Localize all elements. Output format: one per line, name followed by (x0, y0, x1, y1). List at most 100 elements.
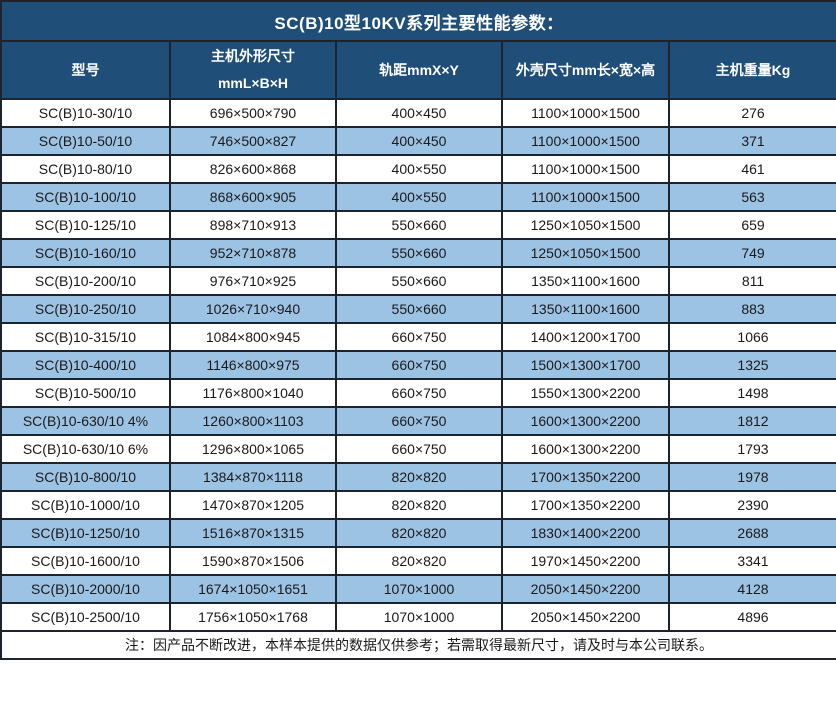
table-cell: 461 (668, 154, 836, 184)
table-cell: 826×600×868 (169, 154, 337, 184)
table-cell: 1084×800×945 (169, 322, 337, 352)
table-cell: 746×500×827 (169, 126, 337, 156)
table-cell: SC(B)10-630/10 4% (0, 406, 171, 436)
table-row: SC(B)10-1000/10 1470×870×1205 820×820 1700×… (0, 490, 836, 520)
table-cell: 4896 (668, 602, 836, 632)
table-cell: SC(B)10-125/10 (0, 210, 171, 240)
table-cell: 1498 (668, 378, 836, 408)
table-cell: SC(B)10-200/10 (0, 266, 171, 296)
table-cell: 371 (668, 126, 836, 156)
table-cell: 1350×1100×1600 (501, 266, 670, 296)
table-cell: 1400×1200×1700 (501, 322, 670, 352)
table-cell: 550×660 (335, 238, 503, 268)
table-cell: 820×820 (335, 490, 503, 520)
table-cell: 550×660 (335, 294, 503, 324)
header-row: 型号 主机外形尺寸 mmL×B×H 轨距mmX×Y 外壳尺寸mm长×宽×高 主机… (0, 40, 836, 100)
table-cell: 1070×1000 (335, 574, 503, 604)
table-row: SC(B)10-1250/10 1516×870×1315 820×820 1830×… (0, 518, 836, 548)
table-cell: 3341 (668, 546, 836, 576)
table-cell: 1830×1400×2200 (501, 518, 670, 548)
table-cell: 1100×1000×1500 (501, 126, 670, 156)
table-cell: 976×710×925 (169, 266, 337, 296)
table-cell: 820×820 (335, 546, 503, 576)
table-cell: 1600×1300×2200 (501, 406, 670, 436)
table-cell: 820×820 (335, 518, 503, 548)
table-cell: 1100×1000×1500 (501, 98, 670, 128)
table-cell: 660×750 (335, 406, 503, 436)
table-cell: 276 (668, 98, 836, 128)
table-cell: 660×750 (335, 378, 503, 408)
table-cell: 659 (668, 210, 836, 240)
table-cell: 400×450 (335, 98, 503, 128)
table-cell: 1176×800×1040 (169, 378, 337, 408)
table-cell: 1812 (668, 406, 836, 436)
table-cell: 1260×800×1103 (169, 406, 337, 436)
table-cell: 1100×1000×1500 (501, 182, 670, 212)
table-cell: 2688 (668, 518, 836, 548)
column-header-dimensions: 主机外形尺寸 mmL×B×H (169, 40, 337, 100)
table-cell: 660×750 (335, 350, 503, 380)
table-cell: SC(B)10-2500/10 (0, 602, 171, 632)
table-cell: 550×660 (335, 210, 503, 240)
table-row: SC(B)10-800/10 1384×870×1118 820×820 1700×1… (0, 462, 836, 492)
table-cell: 1600×1300×2200 (501, 434, 670, 464)
table-cell: SC(B)10-800/10 (0, 462, 171, 492)
table-cell: 660×750 (335, 322, 503, 352)
table-row: SC(B)10-2500/10 1756×1050×1768 1070×1000 20… (0, 602, 836, 632)
table-cell: 1516×870×1315 (169, 518, 337, 548)
table-row: SC(B)10-500/10 1176×800×1040 660×750 1550×1… (0, 378, 836, 408)
table-cell: 811 (668, 266, 836, 296)
table-cell: 4128 (668, 574, 836, 604)
table-cell: SC(B)10-250/10 (0, 294, 171, 324)
table-cell: SC(B)10-1600/10 (0, 546, 171, 576)
table-cell: SC(B)10-315/10 (0, 322, 171, 352)
table-cell: 1325 (668, 350, 836, 380)
table-cell: 1500×1300×1700 (501, 350, 670, 380)
table-cell: 550×660 (335, 266, 503, 296)
column-header-weight: 主机重量Kg (668, 40, 836, 100)
table-cell: 749 (668, 238, 836, 268)
spec-table: SC(B)10型10KV系列主要性能参数： 型号 主机外形尺寸 mmL×B×H … (0, 0, 836, 660)
table-cell: 1793 (668, 434, 836, 464)
table-row: SC(B)10-50/10 746×500×827 400×450 1100×1000… (0, 126, 836, 156)
table-row: SC(B)10-315/10 1084×800×945 660×750 1400×12… (0, 322, 836, 352)
table-cell: 1470×870×1205 (169, 490, 337, 520)
table-row: SC(B)10-30/10 696×500×790 400×450 1100×1000… (0, 98, 836, 128)
table-cell: 820×820 (335, 462, 503, 492)
table-cell: 868×600×905 (169, 182, 337, 212)
column-header-model: 型号 (0, 40, 171, 100)
table-cell: SC(B)10-160/10 (0, 238, 171, 268)
table-row: SC(B)10-125/10 898×710×913 550×660 1250×105… (0, 210, 836, 240)
table-cell: 952×710×878 (169, 238, 337, 268)
footnote: 注：因产品不断改进，本样本提供的数据仅供参考；若需取得最新尺寸，请及时与本公司联… (0, 630, 836, 660)
table-cell: 1674×1050×1651 (169, 574, 337, 604)
table-row: SC(B)10-2000/10 1674×1050×1651 1070×1000 20… (0, 574, 836, 604)
table-row: SC(B)10-80/10 826×600×868 400×550 1100×1000… (0, 154, 836, 184)
table-cell: 883 (668, 294, 836, 324)
table-row: SC(B)10-1600/10 1590×870×1506 820×820 1970×… (0, 546, 836, 576)
table-cell: 1026×710×940 (169, 294, 337, 324)
table-cell: 400×550 (335, 154, 503, 184)
table-cell: SC(B)10-80/10 (0, 154, 171, 184)
table-cell: SC(B)10-630/10 6% (0, 434, 171, 464)
table-cell: 1550×1300×2200 (501, 378, 670, 408)
table-cell: SC(B)10-30/10 (0, 98, 171, 128)
table-cell: 1384×870×1118 (169, 462, 337, 492)
table-row: SC(B)10-630/10 6% 1296×800×1065 660×750 160… (0, 434, 836, 464)
table-cell: SC(B)10-400/10 (0, 350, 171, 380)
table-cell: 696×500×790 (169, 98, 337, 128)
table-cell: 1296×800×1065 (169, 434, 337, 464)
table-cell: 1250×1050×1500 (501, 210, 670, 240)
table-cell: 2050×1450×2200 (501, 602, 670, 632)
table-row: SC(B)10-160/10 952×710×878 550×660 1250×105… (0, 238, 836, 268)
title-row: SC(B)10型10KV系列主要性能参数： (0, 0, 836, 42)
table-cell: SC(B)10-1250/10 (0, 518, 171, 548)
table-cell: 2050×1450×2200 (501, 574, 670, 604)
table-cell: 1700×1350×2200 (501, 490, 670, 520)
table-cell: 1700×1350×2200 (501, 462, 670, 492)
table-row: SC(B)10-100/10 868×600×905 400×550 1100×100… (0, 182, 836, 212)
table-cell: SC(B)10-2000/10 (0, 574, 171, 604)
table-cell: 1250×1050×1500 (501, 238, 670, 268)
column-header-enclosure: 外壳尺寸mm长×宽×高 (501, 40, 670, 100)
